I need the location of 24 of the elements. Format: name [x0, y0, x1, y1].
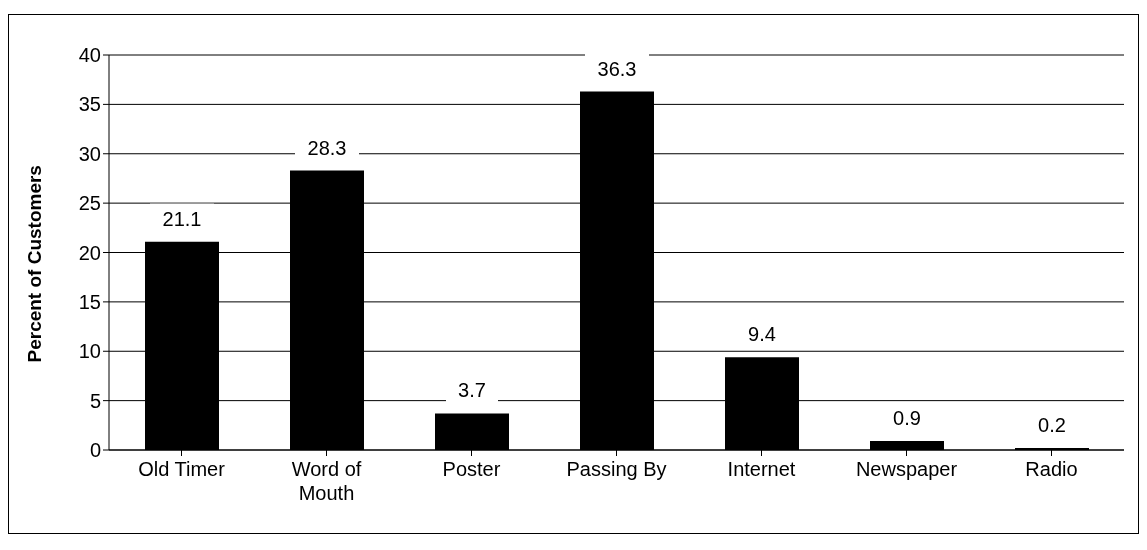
- data-label: 9.4: [748, 323, 776, 346]
- data-label: 0.2: [1038, 414, 1066, 437]
- x-tick-label: Old Timer: [138, 458, 226, 480]
- y-axis-title: Percent of Customers: [23, 165, 45, 363]
- data-label: 28.3: [307, 136, 347, 159]
- y-tick-label: 5: [89, 389, 101, 412]
- data-label: 36.3: [597, 57, 637, 80]
- y-tick-label: 25: [78, 192, 101, 215]
- data-label: 21.1: [162, 207, 202, 230]
- y-tick-label: 10: [78, 340, 101, 363]
- x-tick-label: Word of Mouth: [291, 458, 362, 504]
- x-tick-label: Internet: [727, 458, 796, 480]
- x-tick-label: Newspaper: [855, 458, 958, 480]
- data-label: 0.9: [893, 407, 921, 430]
- y-tick-label: 35: [78, 93, 101, 116]
- y-tick-label: 40: [78, 44, 101, 67]
- y-tick-label: 20: [78, 241, 101, 264]
- y-tick-label: 15: [78, 290, 101, 313]
- data-label: 3.7: [458, 379, 486, 402]
- x-tick-label: Poster: [442, 458, 501, 480]
- y-tick-label: 0: [89, 439, 101, 462]
- x-tick-label: Passing By: [566, 458, 667, 480]
- y-tick-label: 30: [78, 142, 101, 165]
- x-tick-label: Radio: [1025, 458, 1078, 480]
